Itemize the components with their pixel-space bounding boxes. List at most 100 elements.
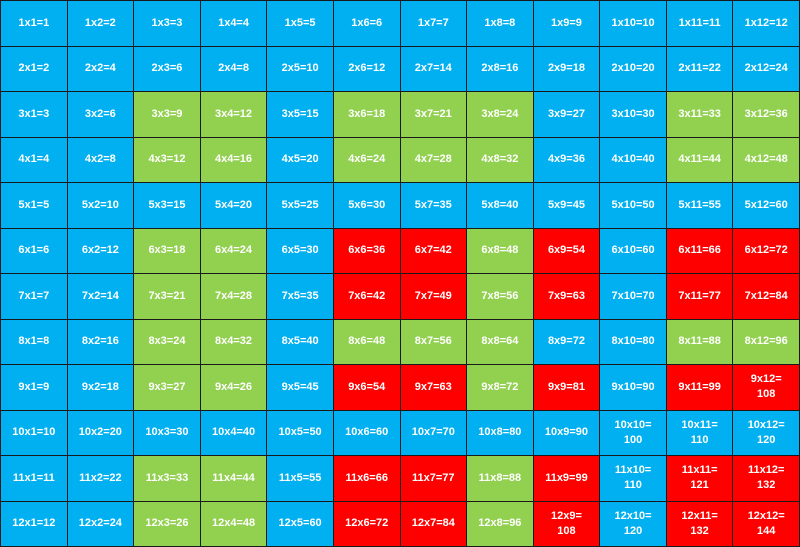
table-cell: 6x10=60: [600, 228, 666, 273]
table-cell: 11x4=44: [200, 456, 267, 501]
table-cell: 10x1=10: [1, 410, 67, 455]
table-cell: 4x2=8: [67, 137, 134, 182]
table-cell: 1x7=7: [400, 1, 467, 46]
table-cell: 9x1=9: [1, 365, 67, 410]
table-cell: 7x1=7: [1, 274, 67, 319]
table-cell: 10x2=20: [67, 410, 134, 455]
table-cell: 11x9=99: [533, 456, 600, 501]
table-cell: 4x9=36: [533, 137, 600, 182]
table-cell: 8x12=96: [733, 319, 799, 364]
table-cell: 3x8=24: [467, 92, 533, 137]
table-cell: 9x9=81: [533, 365, 600, 410]
table-cell: 11x2=22: [67, 456, 134, 501]
table-cell: 8x2=16: [67, 319, 134, 364]
table-cell: 8x10=80: [600, 319, 666, 364]
table-cell: 4x8=32: [467, 137, 533, 182]
table-cell: 9x12= 108: [733, 365, 799, 410]
table-cell: 11x10= 110: [600, 456, 666, 501]
table-cell: 12x2=24: [67, 501, 134, 546]
table-cell: 12x8=96: [467, 501, 533, 546]
table-cell: 10x3=30: [134, 410, 200, 455]
table-cell: 8x1=8: [1, 319, 67, 364]
table-cell: 6x6=36: [333, 228, 400, 273]
table-cell: 3x2=6: [67, 92, 134, 137]
table-cell: 2x5=10: [267, 46, 333, 91]
table-cell: 8x3=24: [134, 319, 200, 364]
table-cell: 10x5=50: [267, 410, 333, 455]
table-cell: 7x7=49: [400, 274, 467, 319]
table-cell: 5x2=10: [67, 183, 134, 228]
table-cell: 10x4=40: [200, 410, 267, 455]
table-cell: 1x5=5: [267, 1, 333, 46]
table-cell: 12x11= 132: [666, 501, 733, 546]
table-cell: 2x3=6: [134, 46, 200, 91]
table-cell: 12x7=84: [400, 501, 467, 546]
table-cell: 4x5=20: [267, 137, 333, 182]
table-cell: 10x6=60: [333, 410, 400, 455]
table-cell: 12x5=60: [267, 501, 333, 546]
table-cell: 4x11=44: [666, 137, 733, 182]
table-cell: 12x12= 144: [733, 501, 799, 546]
table-cell: 11x8=88: [467, 456, 533, 501]
table-cell: 1x9=9: [533, 1, 600, 46]
table-cell: 1x12=12: [733, 1, 799, 46]
table-cell: 3x9=27: [533, 92, 600, 137]
table-cell: 1x2=2: [67, 1, 134, 46]
table-cell: 2x6=12: [333, 46, 400, 91]
table-cell: 9x5=45: [267, 365, 333, 410]
table-cell: 8x9=72: [533, 319, 600, 364]
table-cell: 1x3=3: [134, 1, 200, 46]
table-cell: 9x10=90: [600, 365, 666, 410]
table-cell: 3x10=30: [600, 92, 666, 137]
table-cell: 11x12= 132: [733, 456, 799, 501]
table-cell: 11x11= 121: [666, 456, 733, 501]
table-cell: 6x7=42: [400, 228, 467, 273]
table-cell: 8x6=48: [333, 319, 400, 364]
table-cell: 6x9=54: [533, 228, 600, 273]
table-cell: 12x3=26: [134, 501, 200, 546]
table-cell: 9x8=72: [467, 365, 533, 410]
table-cell: 2x1=2: [1, 46, 67, 91]
table-cell: 2x9=18: [533, 46, 600, 91]
table-cell: 1x1=1: [1, 1, 67, 46]
table-cell: 6x5=30: [267, 228, 333, 273]
table-cell: 2x7=14: [400, 46, 467, 91]
table-cell: 1x8=8: [467, 1, 533, 46]
table-cell: 6x12=72: [733, 228, 799, 273]
table-cell: 4x7=28: [400, 137, 467, 182]
table-cell: 6x1=6: [1, 228, 67, 273]
table-cell: 3x7=21: [400, 92, 467, 137]
table-cell: 1x11=11: [666, 1, 733, 46]
table-cell: 7x8=56: [467, 274, 533, 319]
table-cell: 9x4=26: [200, 365, 267, 410]
table-cell: 12x4=48: [200, 501, 267, 546]
table-cell: 8x11=88: [666, 319, 733, 364]
table-cell: 8x8=64: [467, 319, 533, 364]
table-cell: 8x5=40: [267, 319, 333, 364]
table-cell: 5x8=40: [467, 183, 533, 228]
table-cell: 6x11=66: [666, 228, 733, 273]
table-cell: 5x10=50: [600, 183, 666, 228]
table-cell: 5x6=30: [333, 183, 400, 228]
table-cell: 5x3=15: [134, 183, 200, 228]
table-cell: 7x12=84: [733, 274, 799, 319]
table-cell: 1x6=6: [333, 1, 400, 46]
table-cell: 7x4=28: [200, 274, 267, 319]
table-cell: 6x8=48: [467, 228, 533, 273]
table-cell: 3x4=12: [200, 92, 267, 137]
table-cell: 11x3=33: [134, 456, 200, 501]
table-cell: 10x11= 110: [666, 410, 733, 455]
table-cell: 10x7=70: [400, 410, 467, 455]
table-cell: 2x4=8: [200, 46, 267, 91]
table-cell: 5x12=60: [733, 183, 799, 228]
table-cell: 12x1=12: [1, 501, 67, 546]
table-cell: 10x9=90: [533, 410, 600, 455]
table-cell: 5x9=45: [533, 183, 600, 228]
table-cell: 9x3=27: [134, 365, 200, 410]
table-cell: 4x6=24: [333, 137, 400, 182]
table-cell: 7x9=63: [533, 274, 600, 319]
table-cell: 11x6=66: [333, 456, 400, 501]
table-cell: 7x11=77: [666, 274, 733, 319]
table-cell: 1x4=4: [200, 1, 267, 46]
